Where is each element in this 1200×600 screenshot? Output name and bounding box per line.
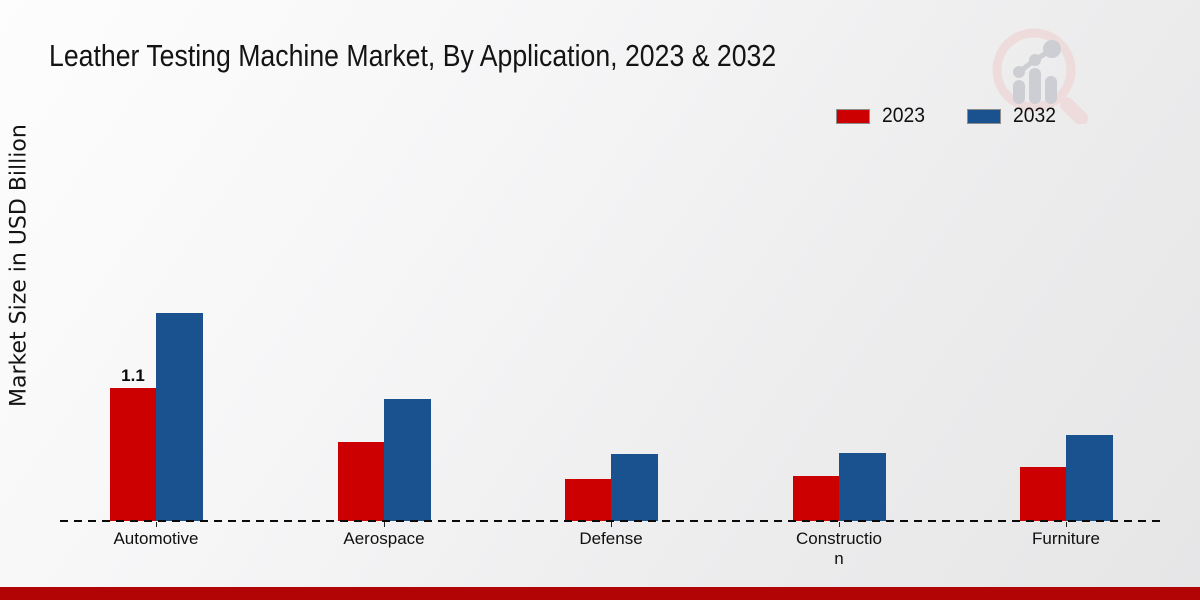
bar-2032-aerospace: [384, 399, 431, 521]
legend-swatch-2032: [966, 108, 1001, 124]
legend-item-2023: 2023: [836, 104, 929, 128]
x-axis-dashed-line: [60, 520, 1160, 522]
chart-title: Leather Testing Machine Market, By Appli…: [49, 38, 777, 73]
bar-2032-defense: [611, 454, 658, 521]
x-tick-defense: [611, 522, 612, 527]
x-tick-aerospace: [384, 522, 385, 527]
x-tick-furniture: [1066, 522, 1067, 527]
x-tick-construction: [839, 522, 840, 527]
x-axis-label-defense: Defense: [579, 529, 643, 548]
legend-item-2032: 2032: [966, 104, 1060, 128]
x-tick-automotive: [156, 522, 157, 527]
bar-2023-defense: [565, 479, 611, 521]
footer-accent-bar: [0, 587, 1200, 600]
bar-2023-aerospace: [338, 442, 384, 521]
magnifier-bar-chart-logo: [992, 28, 1089, 124]
legend: 2023 2032: [836, 104, 1059, 128]
x-axis-label-automotive: Automotive: [113, 529, 199, 548]
legend-swatch-2023: [836, 108, 870, 124]
bar-2032-furniture: [1066, 435, 1113, 521]
bar-2023-furniture: [1020, 467, 1066, 521]
x-axis-label-construction: Constructio n: [796, 529, 882, 568]
bar-2032-construction: [839, 453, 886, 521]
bar-value-label-2023-automotive: 1.1: [121, 366, 145, 385]
x-axis-label-aerospace: Aerospace: [343, 529, 425, 548]
legend-label-2023: 2023: [882, 104, 925, 127]
bar-2023-construction: [793, 476, 839, 521]
x-axis-label-furniture: Furniture: [1031, 529, 1101, 548]
bar-2032-automotive: [156, 313, 203, 521]
bar-2023-automotive: [110, 388, 156, 521]
legend-label-2032: 2032: [1012, 104, 1056, 127]
